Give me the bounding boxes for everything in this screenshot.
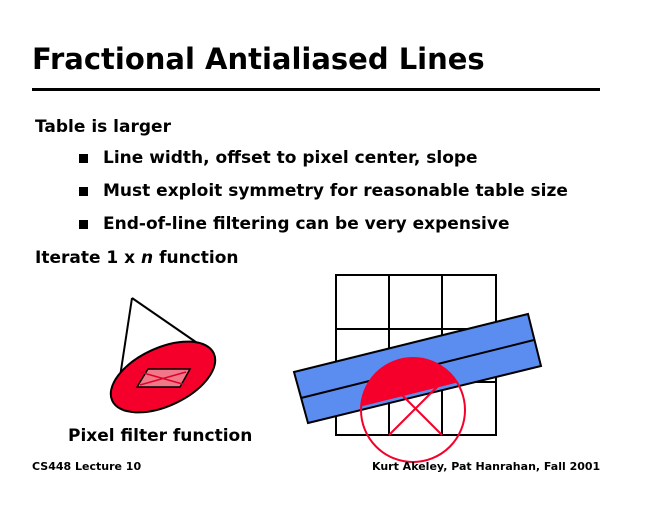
bullet-text: End-of-line filtering can be very expens…	[103, 214, 510, 234]
bullet-level2: Must exploit symmetry for reasonable tab…	[79, 181, 568, 201]
footer-left: CS448 Lecture 10	[32, 460, 142, 473]
caption: Pixel filter function	[68, 426, 253, 446]
bullet-level2: End-of-line filtering can be very expens…	[79, 214, 510, 234]
bullet-level1: Table is larger	[35, 117, 171, 137]
title-divider	[32, 88, 600, 91]
footer-right: Kurt Akeley, Pat Hanrahan, Fall 2001	[372, 460, 601, 473]
iterate-text: Iterate 1 x	[35, 248, 142, 268]
bullet-text: Must exploit symmetry for reasonable tab…	[103, 181, 568, 201]
bullet-level2: Line width, offset to pixel center, slop…	[79, 148, 478, 168]
iterate-text: function	[153, 248, 239, 268]
bullet-text: Line width, offset to pixel center, slop…	[103, 148, 478, 168]
iterate-var: n	[141, 248, 154, 268]
square-bullet-icon	[79, 154, 88, 163]
bullet-iterate: Iterate 1 x n function	[35, 248, 239, 268]
square-bullet-icon	[79, 220, 88, 229]
square-bullet-icon	[79, 187, 88, 196]
slide-title: Fractional Antialiased Lines	[32, 42, 485, 76]
cone-filter-diagram	[109, 297, 217, 414]
filter-circle	[360, 357, 466, 463]
